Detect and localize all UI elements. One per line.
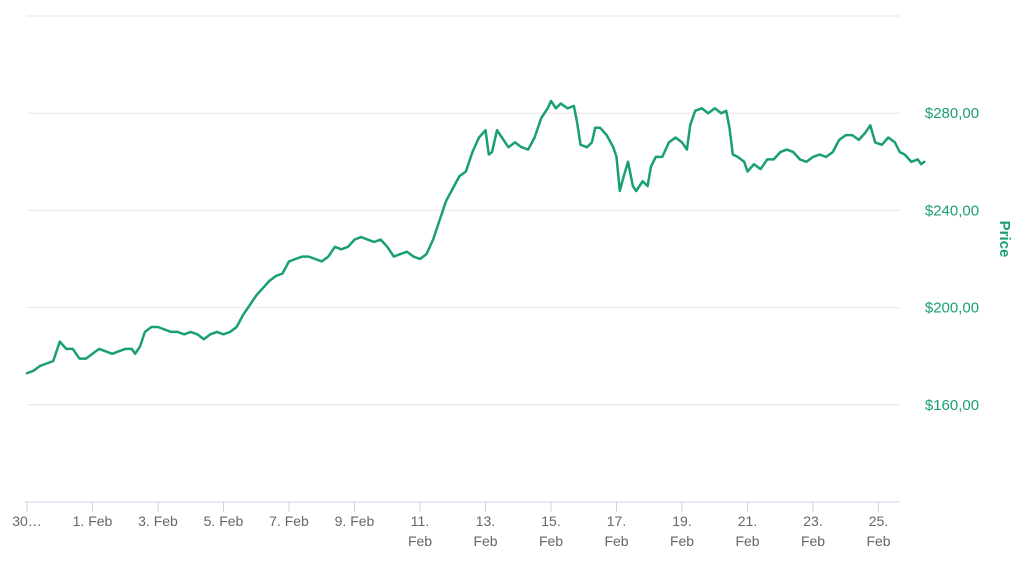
- x-tick-label: 13. Feb: [473, 513, 497, 549]
- x-tick-label: 17. Feb: [604, 513, 628, 549]
- y-axis-tick-labels: $160,00 $200,00 $240,00 $280,00: [925, 105, 979, 414]
- series-layer: [25, 99, 926, 375]
- x-tick-label: 30…: [12, 513, 42, 529]
- y-axis-title: Price: [996, 221, 1013, 258]
- series-line-price: [25, 99, 926, 375]
- x-tick-label: 21. Feb: [735, 513, 759, 549]
- x-tick-label: 11. Feb: [408, 513, 432, 549]
- y-tick-label: $280,00: [925, 105, 979, 122]
- y-tick-label: $160,00: [925, 397, 979, 414]
- x-tick-label: 9. Feb: [335, 513, 375, 529]
- x-tick-label: 19. Feb: [670, 513, 694, 549]
- x-tick-label: 15. Feb: [539, 513, 563, 549]
- y-tick-label: $200,00: [925, 300, 979, 317]
- x-tick-label: 5. Feb: [204, 513, 244, 529]
- x-tick-label: 25. Feb: [866, 513, 890, 549]
- x-axis: 30… 1. Feb 3. Feb 5. Feb 7. Feb 9. Feb 11. Feb 1…: [12, 501, 900, 549]
- x-tick-label: 1. Feb: [73, 513, 113, 529]
- y-tick-label: $240,00: [925, 202, 979, 219]
- x-tick-label: 3. Feb: [138, 513, 178, 529]
- x-tick-label: 7. Feb: [269, 513, 309, 529]
- x-tick-label: 23. Feb: [801, 513, 825, 549]
- gridlines: [27, 15, 900, 406]
